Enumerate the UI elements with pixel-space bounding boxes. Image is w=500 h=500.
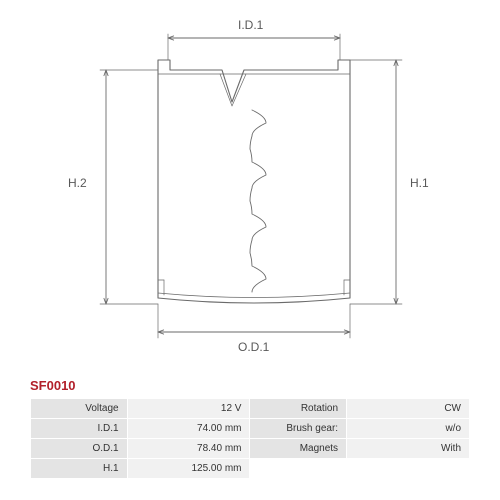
spec-row: I.D.174.00 mmBrush gear:w/o	[31, 419, 470, 439]
label-h2: H.2	[68, 176, 87, 190]
spec-value: 12 V	[127, 399, 250, 419]
spec-value: 78.40 mm	[127, 439, 250, 459]
spec-label: I.D.1	[31, 419, 128, 439]
spec-label: O.D.1	[31, 439, 128, 459]
technical-drawing: I.D.1 O.D.1 H.1 H.2	[50, 18, 450, 358]
spec-row: Voltage12 VRotationCW	[31, 399, 470, 419]
label-id1: I.D.1	[238, 18, 263, 32]
spec-label	[250, 459, 347, 479]
spec-value	[347, 459, 470, 479]
spec-value: 125.00 mm	[127, 459, 250, 479]
spec-row: H.1125.00 mm	[31, 459, 470, 479]
spec-value: CW	[347, 399, 470, 419]
spec-label: Voltage	[31, 399, 128, 419]
spec-label: Magnets	[250, 439, 347, 459]
spec-label: Brush gear:	[250, 419, 347, 439]
label-h1: H.1	[410, 176, 429, 190]
spec-value: With	[347, 439, 470, 459]
spec-row: O.D.178.40 mmMagnetsWith	[31, 439, 470, 459]
spec-value: 74.00 mm	[127, 419, 250, 439]
spec-table: Voltage12 VRotationCWI.D.174.00 mmBrush …	[30, 398, 470, 479]
label-od1: O.D.1	[238, 340, 269, 354]
part-code: SF0010	[30, 378, 76, 393]
spec-label: H.1	[31, 459, 128, 479]
spec-value: w/o	[347, 419, 470, 439]
drawing-svg	[50, 18, 450, 358]
spec-label: Rotation	[250, 399, 347, 419]
